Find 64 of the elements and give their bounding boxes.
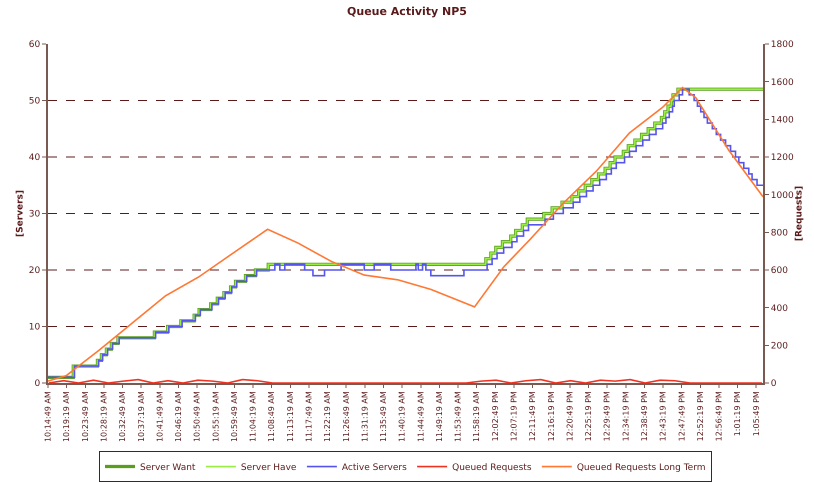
x-tick-label: 12:47:49 PM [677,391,686,442]
x-tick-label: 11:26:49 AM [342,391,351,442]
x-tick-label: 10:37:19 AM [136,391,146,442]
x-tick-label: 12:07:19 PM [510,391,519,442]
x-tick-label: 11:44:49 AM [416,391,426,442]
x-tick-label: 11:08:49 AM [267,391,276,442]
x-tick-label: 11:31:19 AM [360,391,370,442]
x-tick-label: 12:29:49 PM [602,391,612,442]
y2-tick-label: 200 [770,341,788,352]
y2-tick-label: 1000 [770,190,794,201]
x-tick-label: 11:22:19 AM [323,391,332,442]
x-tick-label: 12:02:49 PM [490,391,500,442]
x-tick-label: 10:50:49 AM [192,391,202,442]
x-tick-label: 11:35:49 AM [379,391,388,442]
x-tick-label: 12:16:19 PM [546,391,556,442]
y-tick-label: 60 [28,40,40,50]
y2-tick-label: 800 [770,228,788,238]
y-tick-label: 10 [28,322,40,333]
x-tick-label: 10:28:19 AM [100,391,109,442]
legend-label: Active Servers [342,463,408,474]
x-tick-label: 11:04:19 AM [248,391,258,442]
y2-tick-label: 600 [770,266,788,276]
x-tick-label: 10:32:49 AM [118,391,128,442]
x-tick-label: 10:14:49 AM [44,391,53,442]
x-tick-label: 12:20:49 PM [565,391,574,442]
x-tick-label: 12:52:19 PM [696,391,705,442]
x-tick-label: 12:11:49 PM [528,391,538,442]
y2-tick-label: 400 [770,304,788,314]
legend-label: Server Have [240,463,297,474]
y2-tick-label: 0 [770,379,777,390]
x-tick-label: 12:38:49 PM [640,391,649,442]
x-tick-label: 11:40:19 AM [398,391,407,442]
legend-label: Queued Requests [452,463,532,474]
y2-tick-label: 1600 [770,78,794,88]
x-tick-label: 12:34:19 PM [621,391,630,442]
x-tick-label: 11:58:19 AM [472,391,482,442]
x-tick-label: 11:13:19 AM [286,391,295,442]
y-tick-label: 30 [28,210,40,220]
chart-title: Queue Activity NP5 [347,4,467,18]
y-axis-title: [Servers] [16,190,26,238]
y2-tick-label: 1800 [770,40,794,50]
legend-label: Queued Requests Long Term [576,463,706,474]
x-tick-label: 10:23:49 AM [80,391,90,442]
y2-axis-title: [Requests] [794,186,804,242]
x-tick-label: 1:05:49 PM [752,391,761,436]
x-tick-label: 1:01:19 PM [733,391,742,436]
x-tick-label: 12:56:49 PM [714,391,724,442]
y2-tick-label: 1200 [770,153,794,164]
legend-label: Server Want [140,463,196,474]
x-tick-label: 10:41:49 AM [155,391,164,442]
y2-tick-label: 1400 [770,115,794,126]
x-tick-label: 12:25:19 PM [584,391,594,442]
x-tick-label: 11:17:49 AM [304,391,314,442]
y-tick-label: 40 [28,153,40,164]
y-tick-label: 0 [34,379,40,390]
x-tick-label: 10:59:49 AM [230,391,239,442]
x-tick-label: 10:55:19 AM [211,391,220,442]
x-tick-label: 11:53:49 AM [454,391,463,442]
x-tick-label: 10:19:19 AM [62,391,72,442]
y-tick-label: 20 [28,266,40,276]
x-tick-label: 11:49:19 AM [434,391,444,442]
x-tick-label: 12:43:19 PM [658,391,668,442]
y-tick-label: 50 [28,96,40,107]
x-tick-label: 10:46:19 AM [174,391,184,442]
